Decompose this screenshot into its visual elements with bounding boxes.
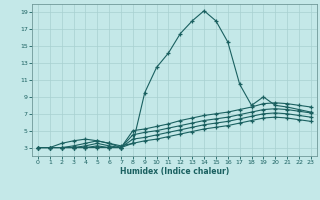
X-axis label: Humidex (Indice chaleur): Humidex (Indice chaleur) (120, 167, 229, 176)
